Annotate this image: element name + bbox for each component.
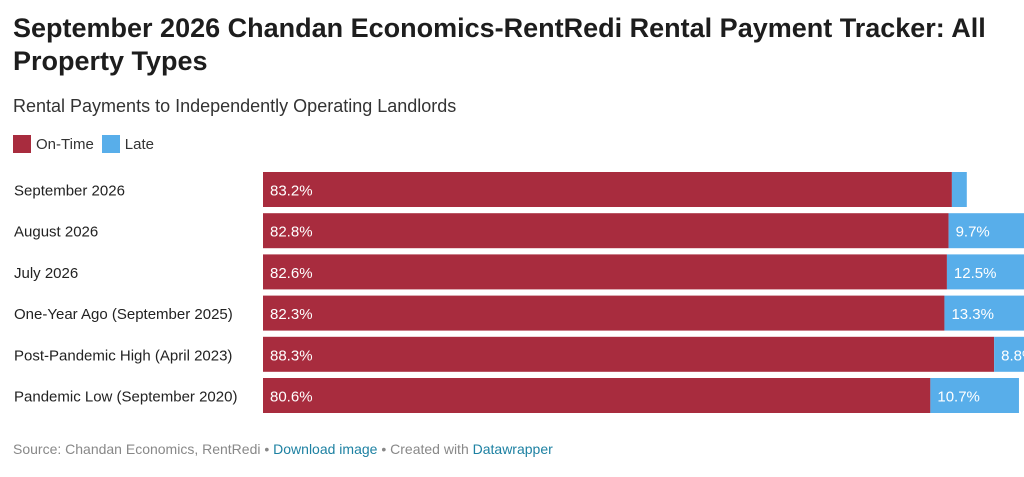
- data-label-on-time: 83.2%: [270, 183, 313, 200]
- legend-swatch-late: [101, 135, 120, 153]
- legend-label-late: Late: [124, 135, 154, 153]
- data-label-on-time: 80.6%: [270, 389, 313, 406]
- data-label-on-time: 88.3%: [270, 347, 313, 364]
- data-label-on-time: 82.3%: [270, 306, 313, 323]
- bar-late: [951, 172, 967, 207]
- bar-on-time: [263, 213, 949, 249]
- chart-title: September 2026 Chandan Economics-RentRed…: [13, 13, 986, 76]
- data-label-late: 10.7%: [937, 389, 980, 406]
- category-label: Pandemic Low (September 2020): [14, 389, 237, 406]
- bar-late: [930, 378, 1019, 413]
- chart-subtitle: Rental Payments to Independently Operati…: [13, 96, 457, 116]
- legend-swatch-on-time: [13, 135, 31, 153]
- legend-item-late: Late: [101, 135, 154, 153]
- datawrapper-link[interactable]: Datawrapper: [472, 441, 553, 457]
- footer: Source: Chandan Economics, RentRedi • Do…: [13, 441, 553, 457]
- bar-on-time: [263, 295, 945, 331]
- data-label-on-time: 82.6%: [270, 265, 313, 282]
- legend-item-on-time: On-Time: [13, 135, 94, 153]
- category-label: One-Year Ago (September 2025): [14, 306, 233, 323]
- legend-label-on-time: On-Time: [36, 135, 94, 153]
- legend: On-Time Late: [13, 135, 162, 153]
- category-label: August 2026: [14, 224, 98, 241]
- bar-on-time: [263, 378, 931, 413]
- data-label-late: 12.5%: [954, 265, 997, 282]
- source-text: Source: Chandan Economics, RentRedi: [13, 441, 261, 457]
- bar-on-time: [263, 254, 947, 290]
- category-label: Post-Pandemic High (April 2023): [14, 347, 232, 364]
- bar-on-time: [263, 336, 995, 372]
- data-label-late: 9.7%: [956, 224, 990, 241]
- data-label-on-time: 82.8%: [270, 224, 313, 241]
- bar-chart: September 2026 83.2% August 2026 82.8% 9.7% J…: [14, 172, 1024, 413]
- data-label-late: 13.3%: [951, 306, 994, 323]
- download-image-link[interactable]: Download image: [273, 441, 378, 457]
- data-label-late: 8.8%: [1001, 347, 1024, 364]
- bar-on-time: [263, 172, 952, 207]
- bar-late: [944, 295, 1024, 331]
- category-label: July 2026: [14, 265, 78, 282]
- category-label: September 2026: [14, 183, 125, 200]
- footer-separator-1: •: [264, 441, 270, 457]
- bar-late: [948, 213, 1024, 249]
- bar-late: [994, 336, 1024, 372]
- footer-separator-2: •: [381, 441, 387, 457]
- created-with-text: Created with: [390, 441, 469, 457]
- bar-late: [946, 254, 1024, 290]
